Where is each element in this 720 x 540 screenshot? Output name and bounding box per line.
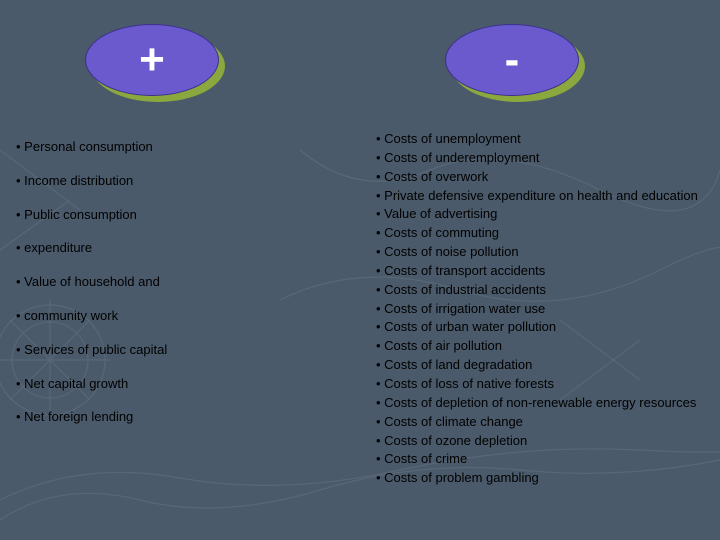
list-item: • Net capital growth (16, 367, 344, 401)
list-item: • community work (16, 299, 344, 333)
positive-list: • Personal consumption• Income distribut… (10, 130, 350, 434)
minus-icon: - (505, 38, 520, 82)
list-item: • Costs of unemployment (376, 130, 704, 149)
list-item: • expenditure (16, 231, 344, 265)
list-item: • Costs of depletion of non-renewable en… (376, 394, 704, 413)
list-item: • Services of public capital (16, 333, 344, 367)
columns-container: + • Personal consumption• Income distrib… (0, 0, 720, 540)
list-item: • Costs of irrigation water use (376, 300, 704, 319)
negative-column: - • Costs of unemployment• Costs of unde… (360, 0, 720, 540)
minus-badge: - (445, 24, 585, 100)
list-item: • Costs of noise pollution (376, 243, 704, 262)
plus-badge-oval: + (85, 24, 219, 96)
list-item: • Costs of crime (376, 450, 704, 469)
list-item: • Costs of underemployment (376, 149, 704, 168)
list-item: • Costs of transport accidents (376, 262, 704, 281)
list-item: • Costs of commuting (376, 224, 704, 243)
list-item: • Costs of problem gambling (376, 469, 704, 488)
list-item: • Costs of loss of native forests (376, 375, 704, 394)
list-item: • Costs of ozone depletion (376, 432, 704, 451)
minus-badge-oval: - (445, 24, 579, 96)
positive-column: + • Personal consumption• Income distrib… (0, 0, 360, 540)
list-item: • Costs of overwork (376, 168, 704, 187)
list-item: • Value of household and (16, 265, 344, 299)
plus-icon: + (139, 38, 165, 82)
list-item: • Personal consumption (16, 130, 344, 164)
list-item: • Public consumption (16, 198, 344, 232)
list-item: • Income distribution (16, 164, 344, 198)
list-item: • Costs of urban water pollution (376, 318, 704, 337)
list-item: • Costs of climate change (376, 413, 704, 432)
list-item: • Costs of land degradation (376, 356, 704, 375)
list-item: • Net foreign lending (16, 400, 344, 434)
list-item: • Costs of air pollution (376, 337, 704, 356)
list-item: • Costs of industrial accidents (376, 281, 704, 300)
list-item: • Private defensive expenditure on healt… (376, 187, 704, 206)
plus-badge: + (85, 24, 225, 100)
list-item: • Value of advertising (376, 205, 704, 224)
negative-list: • Costs of unemployment• Costs of undere… (370, 130, 710, 488)
